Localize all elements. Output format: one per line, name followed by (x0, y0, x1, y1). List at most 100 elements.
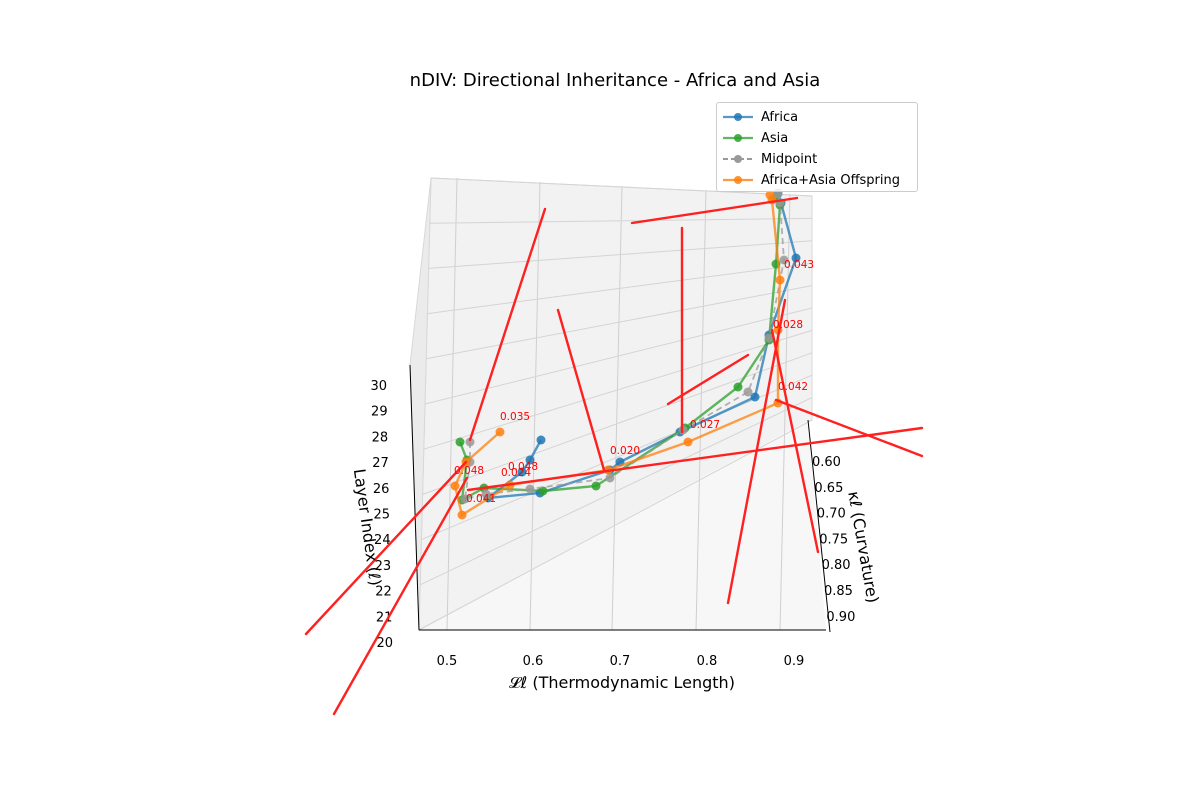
grid-z-6 (426, 285, 813, 360)
point-africa-asia-offspring (450, 481, 460, 491)
legend: Africa Asia Midpoint Africa+Asia Offspri… (716, 102, 918, 192)
series-line-midpoint (463, 193, 785, 501)
z-tick-label: 21 (376, 610, 393, 625)
direction-arrow (466, 426, 924, 492)
direction-arrow (774, 398, 924, 458)
point-africa-asia-offspring (495, 427, 505, 437)
point-africa (525, 455, 535, 465)
point-africa (791, 253, 801, 263)
data-label-layer: 0.043 0.028 0.042 0.035 0.027 0.020 0.048 0.048… (454, 259, 814, 505)
data-label: 0.024 (501, 467, 531, 479)
y-tick-label: 0.70 (817, 507, 846, 522)
legend-entry-offspring: Africa+Asia Offspring (717, 170, 900, 190)
tick-labels: 0.5 0.6 0.7 0.8 0.9 20 21 22 23 24 25 26 27 28 29 30 0.6… (370, 379, 855, 669)
point-midpoint (743, 387, 753, 397)
point-africa-asia-offspring (775, 275, 785, 285)
y-tick-label: 0.80 (822, 558, 851, 573)
point-asia (733, 382, 743, 392)
z-tick-label: 25 (373, 508, 390, 523)
y-tick-label: 0.60 (812, 455, 841, 470)
point-africa (517, 467, 527, 477)
y-tick-label: 0.75 (819, 532, 848, 547)
y-axis-line (807, 419, 831, 633)
grid-lines (418, 177, 813, 631)
legend-label-africa: Africa (761, 109, 799, 125)
z-tick-label: 29 (371, 405, 388, 420)
y-tick-label: 0.85 (824, 584, 853, 599)
grid-z-0 (418, 419, 813, 631)
point-midpoint (481, 489, 491, 499)
x-tick-label: 0.8 (697, 654, 718, 669)
point-asia (455, 437, 465, 447)
axis-lines (409, 364, 831, 633)
direction-arrow (556, 308, 606, 472)
floor-pane (419, 420, 826, 630)
x-tick-label: 0.6 (523, 654, 544, 669)
legend-label-offspring: Africa+Asia Offspring (761, 172, 901, 188)
axes-panes (409, 177, 826, 631)
legend-entry-asia: Asia (717, 128, 788, 148)
legend-label-asia: Asia (761, 130, 789, 146)
legend-label-midpoint: Midpoint (761, 151, 818, 167)
grid-x-0 (446, 177, 458, 631)
x-axis-label: 𝓛ℓ (Thermodynamic Length) (509, 673, 735, 692)
legend-entry-midpoint: Midpoint (717, 149, 817, 169)
grid-z-7 (427, 262, 813, 315)
x-tick-label: 0.5 (437, 654, 458, 669)
grid-z-4 (423, 329, 813, 450)
data-label: 0.048 (508, 461, 538, 473)
data-label: 0.028 (773, 319, 803, 331)
grid-z-1 (419, 397, 813, 586)
grid-z-9 (429, 217, 813, 224)
z-tick-label: 23 (375, 559, 392, 574)
point-africa (750, 392, 760, 402)
direction-arrow (332, 476, 469, 716)
z-axis-line (409, 364, 420, 631)
legend-swatch-midpoint (723, 155, 753, 163)
x-tick-label: 0.9 (784, 654, 805, 669)
data-label: 0.027 (690, 419, 720, 431)
grid-z-8 (428, 240, 813, 269)
z-tick-label: 24 (374, 533, 391, 548)
direction-arrow (468, 207, 547, 442)
grid-x-3 (695, 189, 707, 631)
data-label: 0.042 (778, 381, 808, 393)
point-asia (591, 481, 601, 491)
legend-entry-africa: Africa (717, 107, 798, 127)
legend-swatch-africa (723, 113, 753, 121)
point-midpoint (764, 333, 774, 343)
z-tick-label: 30 (370, 379, 387, 394)
x-tick-label: 0.7 (610, 654, 631, 669)
point-asia (538, 486, 548, 496)
chart-title: nDIV: Directional Inheritance - Africa a… (409, 70, 821, 91)
direction-arrow (726, 298, 787, 605)
direction-arrow (770, 328, 820, 554)
direction-arrow (666, 353, 750, 406)
point-midpoint (525, 484, 535, 494)
data-label: 0.041 (466, 493, 496, 505)
direction-arrow (304, 460, 468, 636)
point-africa-asia-offspring (765, 190, 775, 200)
arrow-layer (304, 196, 924, 716)
point-midpoint (460, 494, 470, 504)
z-tick-label: 28 (372, 430, 389, 445)
data-label: 0.043 (784, 259, 814, 271)
direction-arrow (630, 196, 799, 225)
grid-x-2 (611, 185, 623, 631)
point-africa-asia-offspring (457, 510, 467, 520)
grid-z-5 (424, 307, 813, 405)
grid-x-1 (529, 181, 541, 631)
point-midpoint (605, 473, 615, 483)
y-tick-label: 0.65 (814, 481, 843, 496)
data-label: 0.035 (500, 411, 530, 423)
grid-z-3 (422, 352, 813, 495)
legend-swatch-asia (723, 134, 753, 142)
legend-swatch-offspring (723, 176, 753, 184)
data-label: 0.020 (610, 445, 640, 457)
z-tick-label: 22 (375, 585, 392, 600)
grid-z-2 (421, 374, 813, 541)
z-tick-label: 20 (376, 636, 393, 651)
point-midpoint (465, 437, 475, 447)
